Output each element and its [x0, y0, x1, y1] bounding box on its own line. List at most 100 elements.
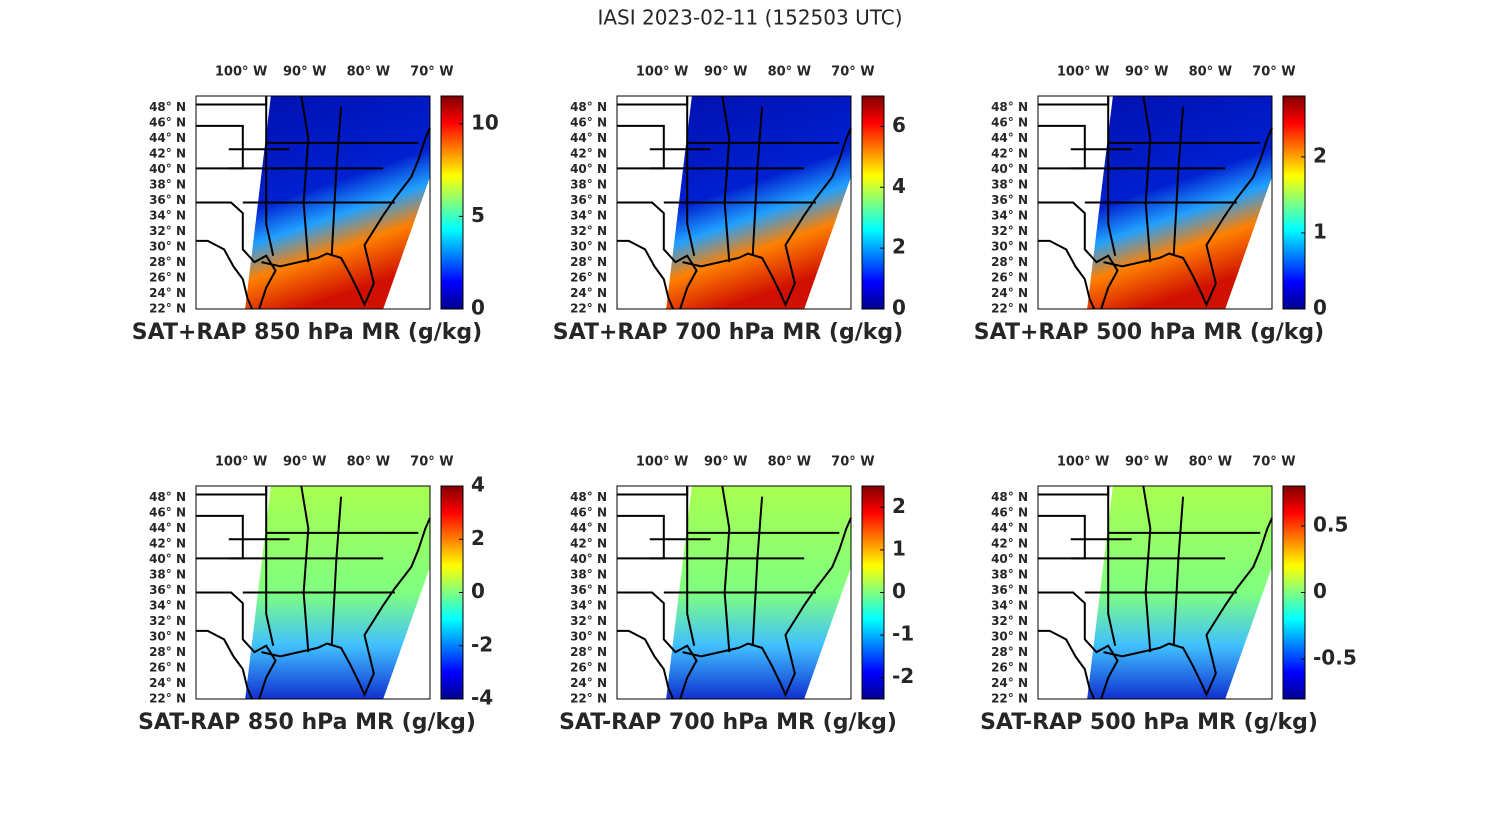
lon-tick-label: 80° W — [768, 455, 811, 470]
lat-tick-label: 38° N — [991, 568, 1028, 582]
colorbar-tick-label: -1 — [892, 622, 914, 646]
colorbar-tick-label: 0 — [892, 579, 906, 603]
lat-tick-label: 42° N — [149, 147, 186, 161]
lat-tick-label: 40° N — [149, 162, 186, 176]
lat-tick-label: 30° N — [570, 630, 607, 644]
lon-tick-label: 80° W — [1189, 65, 1232, 80]
colorbar — [861, 95, 885, 310]
lat-tick-label: 30° N — [991, 240, 1028, 254]
lat-tick-label: 24° N — [149, 286, 186, 300]
state-border — [751, 106, 764, 256]
lat-tick-label: 40° N — [991, 552, 1028, 566]
lat-tick-label: 24° N — [570, 676, 607, 690]
state-border — [1038, 124, 1086, 170]
lon-tick-label: 100° W — [215, 455, 268, 470]
map-frame-outline — [195, 485, 431, 700]
panel-title: SAT+RAP 700 hPa MR (g/kg) — [553, 320, 903, 345]
state-border — [1038, 239, 1096, 310]
lat-tick-label: 44° N — [991, 521, 1028, 535]
lat-tick-label: 46° N — [149, 116, 186, 130]
colorbar — [440, 95, 464, 310]
lat-tick-label: 22° N — [570, 302, 607, 316]
lat-tick-label: 22° N — [991, 302, 1028, 316]
state-border — [196, 124, 244, 170]
state-border — [617, 514, 665, 560]
lat-tick-label: 22° N — [149, 692, 186, 706]
state-border — [196, 514, 244, 560]
lat-tick-label: 34° N — [991, 599, 1028, 613]
state-border — [1038, 514, 1086, 560]
lat-tick-label: 40° N — [149, 552, 186, 566]
colorbar-tick-label: 1 — [1313, 219, 1327, 243]
lon-tick-label: 70° W — [1252, 65, 1295, 80]
lat-tick-label: 44° N — [991, 131, 1028, 145]
lon-tick-label: 100° W — [1057, 455, 1110, 470]
lon-tick-label: 90° W — [704, 65, 747, 80]
lat-tick-label: 32° N — [991, 614, 1028, 628]
lon-tick-label: 70° W — [410, 65, 453, 80]
colorbar-tick-label: 0 — [471, 579, 485, 603]
lat-tick-label: 42° N — [991, 537, 1028, 551]
colorbar-tick-label: 0 — [1313, 296, 1327, 320]
lat-tick-label: 28° N — [991, 255, 1028, 269]
lat-tick-label: 26° N — [991, 661, 1028, 675]
panel-title: SAT+RAP 500 hPa MR (g/kg) — [974, 320, 1324, 345]
lat-tick-label: 32° N — [149, 614, 186, 628]
lon-tick-label: 80° W — [347, 455, 390, 470]
lat-tick-label: 22° N — [149, 302, 186, 316]
lon-tick-label: 100° W — [1057, 65, 1110, 80]
lat-tick-label: 36° N — [149, 583, 186, 597]
state-border — [682, 127, 852, 308]
lat-tick-label: 36° N — [149, 193, 186, 207]
lat-tick-label: 46° N — [570, 116, 607, 130]
lat-tick-label: 36° N — [570, 193, 607, 207]
lat-tick-label: 26° N — [991, 271, 1028, 285]
lat-tick-label: 30° N — [991, 630, 1028, 644]
lat-tick-label: 30° N — [570, 240, 607, 254]
colorbar — [1282, 95, 1306, 310]
colorbar-tick-label: 10 — [471, 110, 499, 134]
colorbar-tick-label: 2 — [471, 526, 485, 550]
colorbar-tick-label: 4 — [892, 174, 906, 198]
lat-tick-label: 26° N — [570, 661, 607, 675]
lon-tick-label: 90° W — [283, 65, 326, 80]
lat-tick-label: 46° N — [149, 506, 186, 520]
state-border — [617, 124, 665, 170]
map-frame-outline — [195, 95, 431, 310]
map-frame-outline — [616, 485, 852, 700]
lat-tick-label: 48° N — [149, 490, 186, 504]
lat-tick-label: 34° N — [570, 599, 607, 613]
state-border — [1172, 106, 1185, 256]
lat-tick-label: 46° N — [570, 506, 607, 520]
state-border — [1038, 591, 1119, 700]
state-border — [686, 486, 696, 646]
state-border — [330, 496, 343, 646]
state-border — [265, 486, 275, 646]
state-border — [721, 95, 731, 263]
colorbar-tick-label: -0.5 — [1313, 646, 1357, 670]
state-border — [1107, 486, 1117, 646]
colorbar-tick-label: -2 — [892, 664, 914, 688]
state-border — [1142, 485, 1152, 653]
figure-title: IASI 2023-02-11 (152503 UTC) — [597, 6, 902, 30]
lon-tick-label: 100° W — [636, 455, 689, 470]
lat-tick-label: 48° N — [991, 490, 1028, 504]
state-border — [1103, 517, 1273, 698]
lat-tick-label: 40° N — [570, 552, 607, 566]
lon-tick-label: 70° W — [410, 455, 453, 470]
lat-tick-label: 42° N — [991, 147, 1028, 161]
state-border — [1038, 201, 1119, 310]
colorbar-tick-label: 0 — [471, 296, 485, 320]
lat-tick-label: 38° N — [149, 568, 186, 582]
lat-tick-label: 48° N — [570, 490, 607, 504]
lat-tick-label: 40° N — [991, 162, 1028, 176]
state-border — [1172, 496, 1185, 646]
state-border — [682, 517, 852, 698]
state-border — [721, 485, 731, 653]
lon-tick-label: 80° W — [1189, 455, 1232, 470]
lon-tick-label: 90° W — [1125, 65, 1168, 80]
lat-tick-label: 42° N — [570, 537, 607, 551]
map-frame-outline — [1037, 485, 1273, 700]
lon-tick-label: 80° W — [768, 65, 811, 80]
state-border — [196, 591, 277, 700]
